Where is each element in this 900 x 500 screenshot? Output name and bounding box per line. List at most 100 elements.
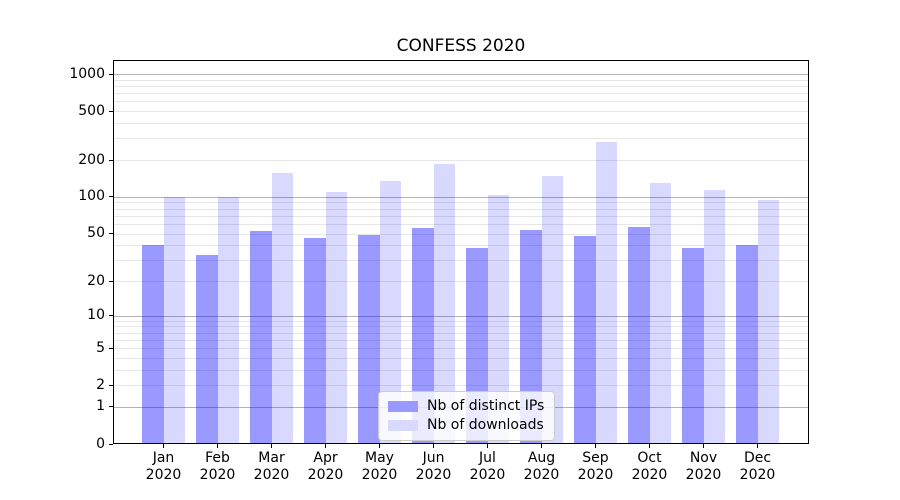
bar-distinct-ips-dec bbox=[736, 245, 758, 443]
y-tick-label: 100 bbox=[78, 188, 105, 205]
y-tick-label: 10 bbox=[87, 307, 105, 324]
x-tick-label-sep: Sep 2020 bbox=[564, 450, 628, 484]
x-tick-year: 2020 bbox=[415, 467, 452, 483]
y-tick bbox=[109, 110, 113, 112]
gridline-minor bbox=[114, 245, 808, 247]
y-tick bbox=[109, 159, 113, 161]
y-tick bbox=[109, 196, 113, 198]
bar-downloads-aug bbox=[541, 176, 563, 443]
legend-item-distinct-ips: Nb of distinct IPs bbox=[388, 398, 544, 414]
y-tick-label: 20 bbox=[87, 272, 105, 289]
y-tick-label: 2 bbox=[96, 376, 105, 393]
x-tick bbox=[649, 444, 650, 448]
x-tick-year: 2020 bbox=[307, 467, 344, 483]
gridline-minor bbox=[114, 123, 808, 124]
gridline-minor bbox=[114, 215, 808, 217]
x-tick-month: Dec bbox=[743, 450, 772, 466]
x-tick-label-oct: Oct 2020 bbox=[618, 450, 682, 484]
gridline-minor bbox=[114, 138, 808, 140]
bar-distinct-ips-jun bbox=[412, 227, 434, 443]
x-tick bbox=[541, 444, 542, 448]
gridline-minor bbox=[114, 208, 808, 210]
x-tick-year: 2020 bbox=[577, 467, 614, 483]
x-tick-month: Mar bbox=[258, 450, 285, 466]
gridline-minor bbox=[114, 332, 808, 334]
legend-swatch-downloads bbox=[388, 419, 418, 431]
x-tick-year: 2020 bbox=[469, 467, 506, 483]
x-tick-month: Feb bbox=[205, 450, 230, 466]
bar-distinct-ips-apr bbox=[304, 237, 326, 443]
y-tick-label: 1 bbox=[96, 398, 105, 415]
gridline-minor bbox=[114, 320, 808, 322]
y-tick bbox=[109, 384, 113, 386]
x-tick-label-jun: Jun 2020 bbox=[402, 450, 466, 484]
bar-downloads-sep bbox=[595, 142, 617, 443]
gridline-minor bbox=[114, 86, 808, 87]
x-tick-month: Oct bbox=[637, 450, 662, 466]
gridline-minor bbox=[114, 260, 808, 262]
x-tick-year: 2020 bbox=[361, 467, 398, 483]
y-tick bbox=[109, 73, 113, 75]
bar-downloads-jan bbox=[163, 196, 185, 443]
y-tick-label: 200 bbox=[78, 151, 105, 168]
x-tick-year: 2020 bbox=[739, 467, 776, 483]
chart-title: CONFESS 2020 bbox=[396, 36, 526, 56]
legend: Nb of distinct IPs Nb of downloads bbox=[378, 391, 556, 441]
x-tick-label-feb: Feb 2020 bbox=[186, 450, 250, 484]
x-tick-month: Nov bbox=[689, 450, 718, 466]
bar-distinct-ips-sep bbox=[574, 235, 596, 443]
x-tick-label-aug: Aug 2020 bbox=[510, 450, 574, 484]
x-tick bbox=[163, 444, 164, 448]
x-tick-label-mar: Mar 2020 bbox=[240, 450, 304, 484]
gridline-minor bbox=[114, 339, 808, 341]
bar-distinct-ips-oct bbox=[628, 226, 650, 443]
x-tick-month: Aug bbox=[527, 450, 556, 466]
bar-downloads-nov bbox=[703, 190, 725, 443]
x-tick-label-apr: Apr 2020 bbox=[294, 450, 358, 484]
y-tick bbox=[109, 443, 113, 445]
bar-downloads-may bbox=[379, 180, 401, 443]
gridline-minor bbox=[114, 160, 808, 161]
bar-downloads-jul bbox=[487, 194, 509, 443]
legend-label-distinct-ips: Nb of distinct IPs bbox=[427, 398, 545, 414]
gridline-minor bbox=[114, 369, 808, 371]
x-tick-label-jan: Jan 2020 bbox=[132, 450, 196, 484]
x-tick-label-dec: Dec 2020 bbox=[726, 450, 790, 484]
x-tick-month: Jan bbox=[152, 450, 175, 466]
gridline-minor bbox=[114, 357, 808, 359]
y-tick bbox=[109, 280, 113, 282]
gridline-major bbox=[114, 196, 808, 198]
bar-downloads-oct bbox=[649, 182, 671, 443]
y-tick-label: 0 bbox=[96, 435, 105, 452]
bar-distinct-ips-aug bbox=[520, 230, 542, 443]
gridline-minor bbox=[114, 385, 808, 387]
gridline-minor bbox=[114, 79, 808, 81]
bar-distinct-ips-feb bbox=[196, 255, 218, 443]
y-tick-label: 1000 bbox=[69, 65, 105, 82]
x-tick bbox=[487, 444, 488, 448]
bar-distinct-ips-jan bbox=[142, 245, 164, 443]
bar-downloads-apr bbox=[325, 191, 347, 443]
grid-layer bbox=[114, 61, 808, 443]
y-tick-label: 5 bbox=[96, 339, 105, 356]
y-tick-label: 500 bbox=[78, 102, 105, 119]
x-tick bbox=[379, 444, 380, 448]
x-tick-year: 2020 bbox=[685, 467, 722, 483]
x-tick bbox=[217, 444, 218, 448]
x-tick bbox=[325, 444, 326, 448]
bar-distinct-ips-nov bbox=[682, 247, 704, 443]
gridline-minor bbox=[114, 111, 808, 113]
x-tick-label-jul: Jul 2020 bbox=[456, 450, 520, 484]
y-tick bbox=[109, 315, 113, 317]
gridline-minor bbox=[114, 348, 808, 350]
x-tick-label-may: May 2020 bbox=[348, 450, 412, 484]
gridline-minor bbox=[114, 281, 808, 282]
gridline-minor bbox=[114, 223, 808, 225]
x-tick bbox=[703, 444, 704, 448]
x-tick-label-nov: Nov 2020 bbox=[672, 450, 736, 484]
bar-downloads-feb bbox=[217, 196, 239, 443]
plot-area: Nb of distinct IPs Nb of downloads bbox=[113, 60, 809, 444]
gridline-major bbox=[114, 74, 808, 75]
y-tick bbox=[109, 233, 113, 234]
